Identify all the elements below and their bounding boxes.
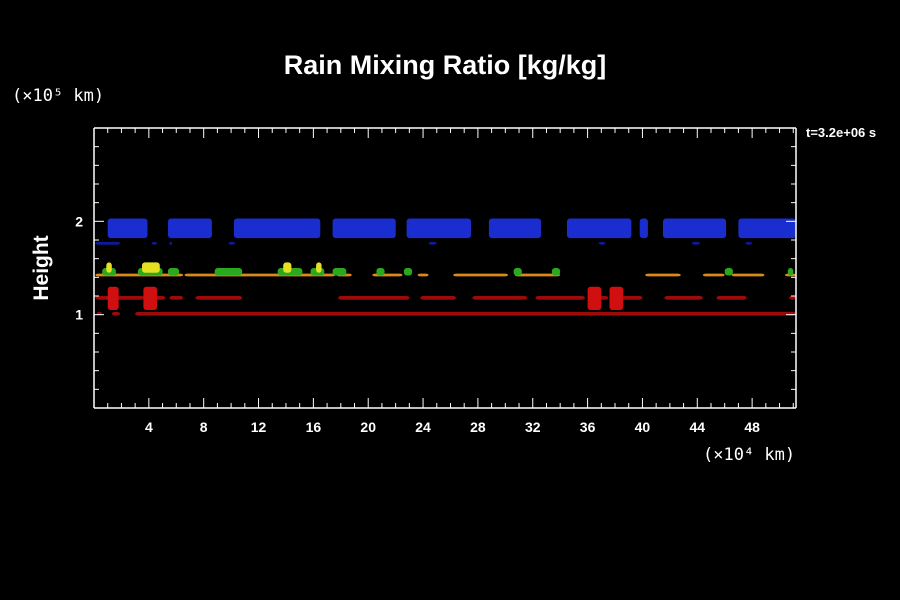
layer-1 [95, 241, 753, 245]
layer-7-segment-3 [609, 286, 624, 310]
layer-3-segment-2 [168, 268, 179, 276]
layer-0-segment-3 [332, 218, 396, 239]
layer-3-segment-10 [551, 268, 561, 276]
x-unit-label: (×10⁴ km) [703, 445, 795, 465]
layer-6-segment-2 [135, 311, 797, 316]
layer-1-segment-5 [598, 241, 606, 245]
layer-0-segment-0 [107, 218, 148, 239]
x-tick-label: 48 [744, 419, 760, 435]
layer-5-segment-12 [789, 296, 796, 300]
layer-3-segment-3 [214, 268, 243, 276]
x-tick-label: 12 [251, 419, 267, 435]
x-tick-label: 20 [360, 419, 376, 435]
layer-7-segment-0 [107, 286, 119, 310]
layer-2-segment-6 [514, 273, 561, 277]
layer-3-segment-9 [513, 268, 522, 276]
layer-1-segment-1 [151, 241, 158, 245]
chart-title: Rain Mixing Ratio [kg/kg] [284, 50, 607, 80]
x-tick-label: 44 [689, 419, 705, 435]
y-axis-label: Height [30, 235, 53, 300]
layer-6-segment-1 [111, 311, 120, 316]
layer-0 [107, 218, 796, 239]
x-tick-label: 40 [635, 419, 651, 435]
y-tick-label: 1 [75, 307, 83, 323]
layer-7 [107, 286, 624, 310]
layer-3-segment-7 [376, 268, 385, 276]
layer-0-segment-7 [639, 218, 648, 239]
layer-4-segment-0 [106, 262, 112, 273]
layer-6 [96, 311, 797, 316]
layer-2-segment-9 [731, 273, 765, 277]
layer-2-segment-7 [645, 273, 681, 277]
layer-2-segment-5 [453, 273, 508, 277]
x-tick-label: 36 [580, 419, 596, 435]
layer-5-segment-9 [619, 296, 643, 300]
layer-5-segment-4 [338, 296, 410, 300]
layer-5-segment-2 [169, 296, 184, 300]
heatmap-layers [95, 218, 797, 316]
x-tick-label: 28 [470, 419, 486, 435]
layer-3-segment-12 [787, 268, 794, 276]
layer-1-segment-2 [169, 241, 173, 245]
layer-5-segment-6 [472, 296, 528, 300]
layer-3-segment-11 [724, 268, 733, 276]
y-unit-label: (×10⁵ km) [12, 86, 104, 106]
layer-1-segment-6 [691, 241, 700, 245]
layer-4-segment-3 [316, 262, 322, 273]
layer-0-segment-6 [567, 218, 632, 239]
layer-7-segment-2 [587, 286, 602, 310]
layer-5-segment-7 [535, 296, 585, 300]
layer-4 [106, 262, 322, 273]
time-label: t=3.2e+06 s [806, 125, 876, 140]
layer-4-segment-1 [142, 262, 160, 273]
layer-5-segment-11 [716, 296, 747, 300]
layer-5-segment-10 [664, 296, 703, 300]
layer-0-segment-4 [406, 218, 471, 239]
layer-0-segment-9 [738, 218, 796, 239]
layer-7-segment-1 [143, 286, 158, 310]
layer-1-segment-3 [228, 241, 236, 245]
layer-1-segment-0 [95, 241, 121, 245]
layer-5-segment-0 [95, 296, 145, 300]
layer-4-segment-2 [283, 262, 292, 273]
x-tick-label: 16 [306, 419, 322, 435]
x-tick-label: 24 [415, 419, 431, 435]
x-tick-label: 32 [525, 419, 541, 435]
layer-5-segment-5 [420, 296, 456, 300]
layer-5-segment-3 [195, 296, 243, 300]
layer-1-segment-4 [428, 241, 437, 245]
layer-0-segment-8 [663, 218, 727, 239]
y-tick-label: 2 [75, 213, 83, 229]
layer-2-segment-8 [702, 273, 725, 277]
x-tick-label: 4 [145, 419, 153, 435]
x-tick-label: 8 [200, 419, 208, 435]
layer-1-segment-7 [745, 241, 753, 245]
layer-0-segment-1 [168, 218, 212, 239]
layer-0-segment-5 [488, 218, 541, 239]
layer-3-segment-8 [403, 268, 413, 276]
layer-3-segment-6 [332, 268, 347, 276]
layer-5 [95, 296, 796, 300]
layer-0-segment-2 [233, 218, 321, 239]
layer-2-segment-4 [417, 273, 429, 277]
